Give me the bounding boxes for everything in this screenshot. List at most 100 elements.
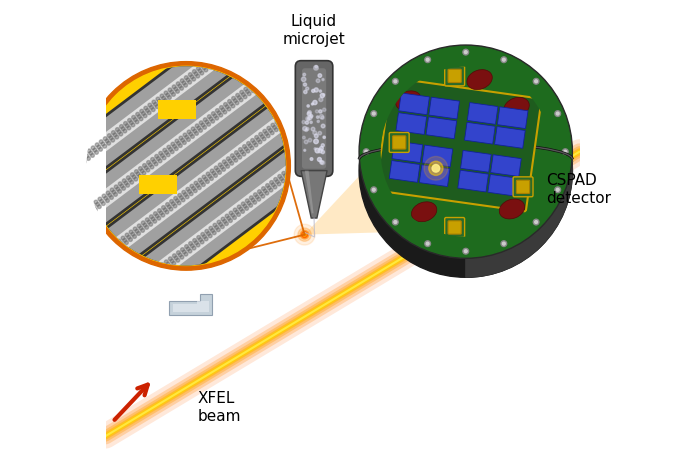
Circle shape xyxy=(292,168,295,172)
Polygon shape xyxy=(419,165,450,187)
Ellipse shape xyxy=(504,97,530,117)
Circle shape xyxy=(314,148,316,150)
Polygon shape xyxy=(488,174,519,196)
Circle shape xyxy=(175,139,179,143)
Circle shape xyxy=(269,128,273,132)
Circle shape xyxy=(113,133,117,137)
Circle shape xyxy=(283,114,287,118)
Circle shape xyxy=(220,56,224,60)
Circle shape xyxy=(135,229,139,233)
Circle shape xyxy=(267,186,271,190)
Circle shape xyxy=(138,167,142,171)
Circle shape xyxy=(215,116,219,120)
Circle shape xyxy=(99,147,103,151)
Circle shape xyxy=(127,118,132,122)
Circle shape xyxy=(254,143,258,147)
Circle shape xyxy=(171,142,175,146)
Circle shape xyxy=(320,146,324,150)
Circle shape xyxy=(163,208,167,212)
Circle shape xyxy=(136,281,140,285)
Circle shape xyxy=(195,124,199,128)
Circle shape xyxy=(108,193,112,197)
Circle shape xyxy=(62,175,66,179)
Circle shape xyxy=(99,140,103,144)
Circle shape xyxy=(241,33,245,37)
Circle shape xyxy=(171,202,175,206)
Circle shape xyxy=(214,226,219,229)
Circle shape xyxy=(92,206,95,210)
Circle shape xyxy=(89,151,92,155)
Circle shape xyxy=(86,66,286,265)
Circle shape xyxy=(319,146,323,150)
Circle shape xyxy=(129,230,133,234)
Circle shape xyxy=(393,219,398,225)
Circle shape xyxy=(304,140,308,144)
Circle shape xyxy=(315,110,319,113)
Circle shape xyxy=(302,120,305,124)
Circle shape xyxy=(279,117,283,121)
Circle shape xyxy=(168,264,172,268)
Circle shape xyxy=(394,220,397,223)
Circle shape xyxy=(393,79,398,84)
Circle shape xyxy=(464,250,467,253)
Circle shape xyxy=(100,259,104,263)
Circle shape xyxy=(308,116,312,119)
Circle shape xyxy=(167,145,171,149)
Circle shape xyxy=(359,64,573,277)
Circle shape xyxy=(213,223,216,227)
Circle shape xyxy=(230,154,234,157)
Circle shape xyxy=(146,168,150,172)
Circle shape xyxy=(110,196,114,200)
Circle shape xyxy=(239,98,243,102)
Circle shape xyxy=(96,202,99,206)
Circle shape xyxy=(140,228,145,232)
Circle shape xyxy=(220,165,224,169)
Circle shape xyxy=(70,219,73,222)
Circle shape xyxy=(204,177,208,181)
Circle shape xyxy=(149,215,153,219)
Circle shape xyxy=(112,131,115,135)
Circle shape xyxy=(46,187,50,191)
Circle shape xyxy=(244,87,248,91)
Circle shape xyxy=(535,220,538,223)
Circle shape xyxy=(140,278,144,282)
Circle shape xyxy=(314,147,318,151)
Circle shape xyxy=(258,190,262,193)
Polygon shape xyxy=(464,122,495,144)
Circle shape xyxy=(216,51,221,55)
Circle shape xyxy=(210,169,214,173)
Circle shape xyxy=(156,157,160,161)
Circle shape xyxy=(172,85,176,89)
Circle shape xyxy=(278,125,282,128)
Circle shape xyxy=(247,92,251,96)
Circle shape xyxy=(201,183,206,187)
Circle shape xyxy=(79,215,84,219)
Circle shape xyxy=(359,45,573,258)
Circle shape xyxy=(201,123,205,127)
Circle shape xyxy=(156,97,160,101)
Circle shape xyxy=(121,236,125,240)
Circle shape xyxy=(136,289,139,292)
Circle shape xyxy=(262,137,266,141)
Circle shape xyxy=(195,131,199,135)
Circle shape xyxy=(249,196,253,200)
Circle shape xyxy=(205,120,209,124)
Circle shape xyxy=(74,216,77,219)
Circle shape xyxy=(67,164,71,168)
Circle shape xyxy=(71,169,74,173)
Circle shape xyxy=(54,181,58,185)
Circle shape xyxy=(251,138,255,142)
Circle shape xyxy=(246,149,250,153)
Circle shape xyxy=(63,167,66,171)
Circle shape xyxy=(263,189,267,193)
Circle shape xyxy=(116,128,119,131)
Circle shape xyxy=(101,251,105,255)
Circle shape xyxy=(177,251,180,255)
Circle shape xyxy=(162,206,165,210)
Circle shape xyxy=(132,115,136,119)
Circle shape xyxy=(233,216,236,219)
Circle shape xyxy=(102,194,106,198)
Circle shape xyxy=(247,142,251,146)
Circle shape xyxy=(154,271,158,275)
Circle shape xyxy=(160,263,164,267)
